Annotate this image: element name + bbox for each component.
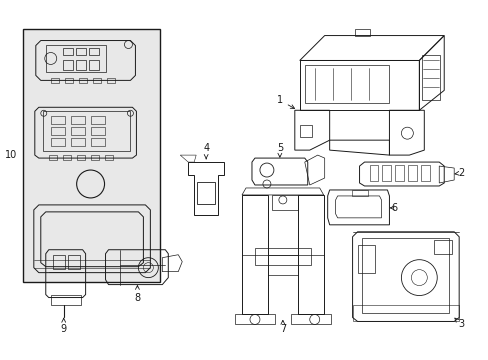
Bar — [71, 138, 84, 146]
Bar — [79, 78, 86, 84]
Bar — [90, 138, 104, 146]
Bar — [71, 116, 84, 124]
Bar — [92, 78, 101, 84]
Bar — [88, 48, 99, 55]
Text: 3: 3 — [454, 318, 463, 329]
Text: 6: 6 — [389, 203, 397, 213]
Text: 1: 1 — [276, 95, 294, 108]
Bar — [51, 138, 64, 146]
Bar — [433, 240, 451, 254]
Text: 8: 8 — [134, 285, 140, 302]
Text: 2: 2 — [454, 168, 463, 178]
Bar — [90, 116, 104, 124]
Bar — [64, 78, 73, 84]
Bar — [67, 255, 80, 269]
Bar — [104, 155, 112, 160]
Bar — [23, 28, 160, 282]
Bar — [197, 182, 215, 204]
Bar — [106, 78, 114, 84]
Bar — [62, 155, 71, 160]
Bar — [90, 155, 99, 160]
Text: 10: 10 — [5, 150, 17, 160]
Bar — [382, 165, 390, 181]
Bar — [421, 165, 429, 181]
Bar — [90, 127, 104, 135]
Bar — [304, 66, 388, 103]
Bar — [51, 116, 64, 124]
Bar — [88, 60, 99, 71]
Text: 4: 4 — [203, 143, 209, 159]
Bar — [76, 60, 85, 71]
Bar — [76, 48, 85, 55]
Text: 7: 7 — [279, 320, 285, 334]
Bar — [357, 245, 375, 273]
Bar — [51, 127, 64, 135]
Bar — [395, 165, 404, 181]
Bar — [53, 255, 64, 269]
Bar — [46, 45, 105, 72]
Bar — [71, 127, 84, 135]
Text: 9: 9 — [61, 318, 67, 334]
Bar — [49, 155, 57, 160]
Bar — [51, 78, 59, 84]
Bar — [369, 165, 378, 181]
Bar — [299, 125, 311, 137]
Bar — [42, 111, 130, 151]
Text: 5: 5 — [276, 143, 283, 157]
Bar — [62, 60, 73, 71]
Bar — [422, 55, 439, 100]
Bar — [407, 165, 416, 181]
Bar — [77, 155, 84, 160]
Bar — [361, 238, 448, 314]
Bar — [62, 48, 73, 55]
